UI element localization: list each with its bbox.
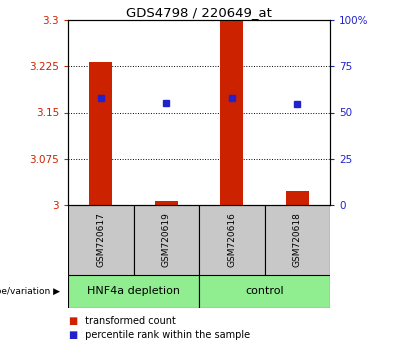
Text: GSM720617: GSM720617	[96, 212, 105, 267]
Bar	[68, 275, 199, 308]
Text: control: control	[245, 286, 284, 297]
Bar	[199, 275, 330, 308]
Bar	[155, 201, 178, 205]
Bar	[220, 20, 243, 205]
Bar	[286, 192, 309, 205]
Bar	[199, 205, 265, 275]
Text: transformed count: transformed count	[82, 316, 176, 326]
Bar	[89, 62, 112, 205]
Text: GSM720616: GSM720616	[227, 212, 236, 267]
Title: GDS4798 / 220649_at: GDS4798 / 220649_at	[126, 6, 272, 19]
Text: genotype/variation ▶: genotype/variation ▶	[0, 287, 60, 296]
Bar	[134, 205, 199, 275]
Text: percentile rank within the sample: percentile rank within the sample	[82, 330, 250, 340]
Bar	[68, 205, 134, 275]
Text: GSM720619: GSM720619	[162, 212, 171, 267]
Text: GSM720618: GSM720618	[293, 212, 302, 267]
Bar	[265, 205, 330, 275]
Text: ■: ■	[68, 316, 77, 326]
Text: ■: ■	[68, 330, 77, 340]
Text: HNF4a depletion: HNF4a depletion	[87, 286, 180, 297]
